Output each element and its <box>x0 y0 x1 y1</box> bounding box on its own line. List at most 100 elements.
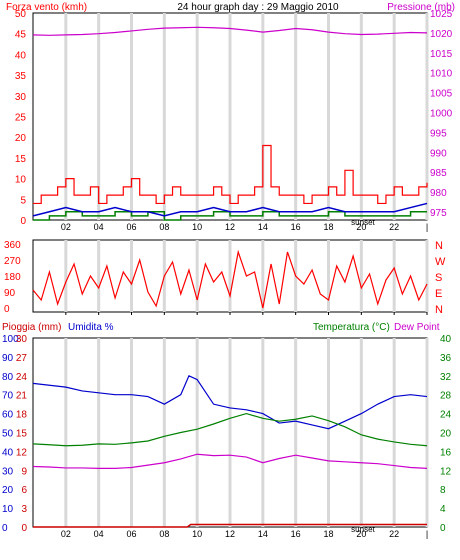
humidity-tick-label: 100 <box>2 334 19 345</box>
pressure-tick-label: 1010 <box>430 69 453 80</box>
wind-tick-label: 15 <box>15 154 27 165</box>
rain-tick-label: 24 <box>16 372 28 383</box>
rain-tick-label: 6 <box>21 485 27 496</box>
rain-axis-title: Pioggia (mm) <box>2 322 61 333</box>
humidity-tick-label: 10 <box>2 504 14 515</box>
pressure-line <box>32 26 428 36</box>
rain-tick-label: 3 <box>21 504 27 515</box>
wind-x-tick-label: 10 <box>192 222 202 232</box>
temperature-tick-label: 16 <box>440 447 452 458</box>
wind-x-tick-label: 12 <box>225 222 235 232</box>
temp-x-tick-label: 06 <box>126 529 136 539</box>
humidity-tick-label: 60 <box>2 410 14 421</box>
chart-title: 24 hour graph day : 29 Maggio 2010 <box>177 2 339 13</box>
wind-tick-label: 45 <box>15 30 27 41</box>
temp-x-tick-label: 16 <box>291 529 301 539</box>
chart-labels: Forza vento (kmh) 24 hour graph day : 29 … <box>2 2 455 539</box>
direction-line <box>32 249 428 309</box>
wind-x-tick-label: 02 <box>61 222 71 232</box>
rain-tick-label: 18 <box>16 410 28 421</box>
wind-x-tick-label: 22 <box>389 222 399 232</box>
pressure-tick-label: 975 <box>430 208 447 219</box>
temperature-line <box>32 412 428 447</box>
wind-x-tick-label: 14 <box>258 222 268 232</box>
humidity-tick-label: 80 <box>2 372 14 383</box>
temp-x-tick-label: 04 <box>94 529 104 539</box>
temperature-tick-label: 20 <box>440 429 452 440</box>
temp-x-tick-label: 02 <box>61 529 71 539</box>
humidity-tick-label: 20 <box>2 485 14 496</box>
dewpoint-axis-title: Dew Point <box>394 322 440 333</box>
compass-label: N <box>435 240 443 252</box>
pressure-tick-label: 1025 <box>430 9 453 20</box>
temp-x-tick-label: 18 <box>323 529 333 539</box>
temperature-axis-title: Temperatura (°C) <box>313 322 390 333</box>
wind-tick-label: 5 <box>20 195 26 206</box>
wind-axis-title: Forza vento (kmh) <box>6 2 87 13</box>
wind-tick-label: 40 <box>15 50 27 61</box>
rain-tick-label: 30 <box>16 334 28 345</box>
humidity-tick-label: 40 <box>2 447 14 458</box>
humidity-tick-label: 30 <box>2 466 14 477</box>
wind-tick-label: 25 <box>15 113 27 124</box>
temp-x-tick-label: 08 <box>159 529 169 539</box>
rain-tick-label: 9 <box>21 466 27 477</box>
wind-x-tick-label: | <box>426 222 428 232</box>
wind-x-tick-label: 08 <box>159 222 169 232</box>
pressure-tick-label: 1015 <box>430 49 453 60</box>
wind-tick-label: 30 <box>15 92 27 103</box>
wind-x-tick-label: 18 <box>323 222 333 232</box>
direction-tick-label: 0 <box>4 304 10 315</box>
pressure-tick-label: 985 <box>430 168 447 179</box>
pressure-tick-label: 980 <box>430 188 447 199</box>
humidity-line <box>32 374 428 430</box>
temp-x-tick-label: 20 <box>356 529 366 539</box>
compass-label: S <box>435 272 442 284</box>
wind-gust-line <box>33 144 428 205</box>
pressure-tick-label: 995 <box>430 128 447 139</box>
temperature-tick-label: 12 <box>440 466 452 477</box>
rain-tick-label: 0 <box>21 523 27 534</box>
temp-x-tick-label: | <box>426 529 428 539</box>
chart-series <box>32 26 428 528</box>
compass-label: W <box>435 256 446 268</box>
dewpoint-line <box>32 453 428 470</box>
temp-x-tick-label: 14 <box>258 529 268 539</box>
humidity-axis-title: Umidita % <box>68 322 114 333</box>
temp-x-tick-label: 22 <box>389 529 399 539</box>
compass-label: E <box>435 288 442 300</box>
pressure-axis-title: Pressione (mb) <box>387 2 455 13</box>
humidity-tick-label: 50 <box>2 429 14 440</box>
temperature-tick-label: 24 <box>440 410 452 421</box>
rain-tick-label: 21 <box>16 391 28 402</box>
humidity-tick-label: 0 <box>2 523 8 534</box>
temperature-tick-label: 40 <box>440 334 452 345</box>
pressure-tick-label: 990 <box>430 148 447 159</box>
direction-tick-label: 90 <box>4 288 16 299</box>
direction-tick-label: 270 <box>4 256 21 267</box>
temperature-tick-label: 0 <box>440 523 446 534</box>
wind-average-line <box>32 202 428 217</box>
temp-x-tick-label: 12 <box>225 529 235 539</box>
wind-tick-label: 20 <box>15 133 27 144</box>
temperature-tick-label: 8 <box>440 485 446 496</box>
pressure-tick-label: 1020 <box>430 29 453 40</box>
wind-tick-label: 10 <box>15 175 27 186</box>
wind-x-tick-label: 06 <box>126 222 136 232</box>
pressure-tick-label: 1000 <box>430 109 453 120</box>
temperature-tick-label: 28 <box>440 391 452 402</box>
temperature-tick-label: 36 <box>440 353 452 364</box>
compass-label: N <box>435 304 443 316</box>
wind-tick-label: 35 <box>15 71 27 82</box>
wind-tick-label: 0 <box>20 216 26 227</box>
rain-tick-label: 27 <box>16 353 28 364</box>
rain-tick-label: 15 <box>16 429 28 440</box>
temp-x-sunset-label: sunset <box>351 525 375 534</box>
wind-x-sunset-label: sunset <box>351 218 375 227</box>
temperature-tick-label: 32 <box>440 372 452 383</box>
rain-tick-label: 12 <box>16 447 28 458</box>
rain-line <box>33 523 427 528</box>
temperature-tick-label: 4 <box>440 504 446 515</box>
